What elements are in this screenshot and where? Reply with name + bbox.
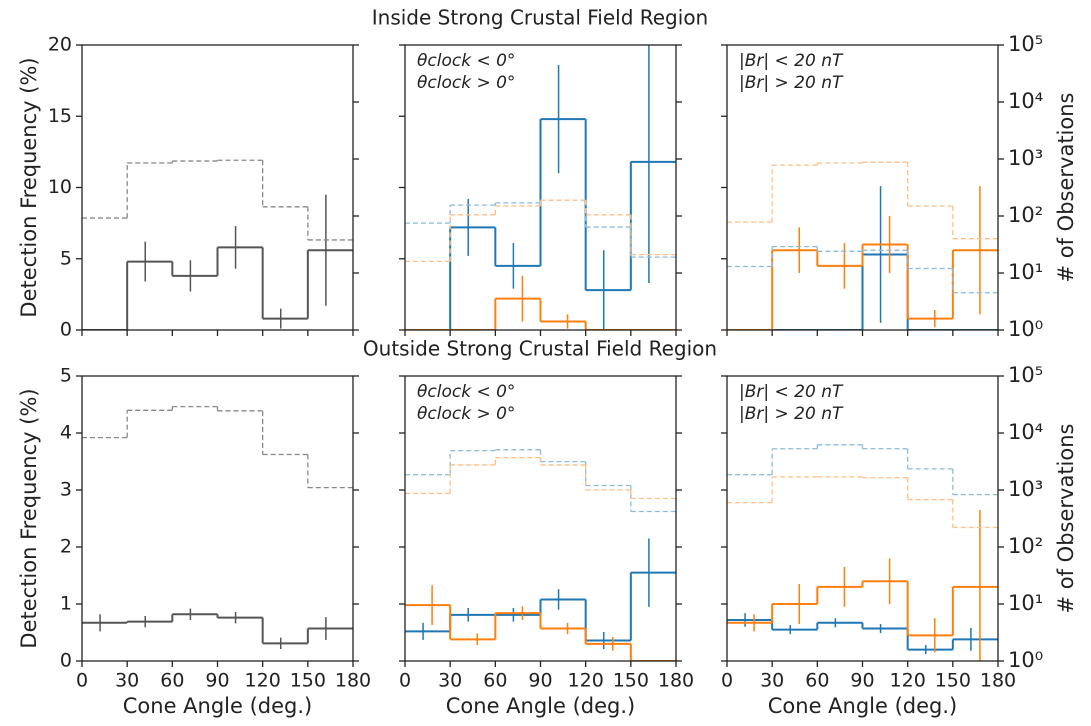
y2-tick-label: 10² xyxy=(1008,534,1043,558)
y2-tick-label: 10⁰ xyxy=(1008,317,1043,341)
row-title: Outside Strong Crustal Field Region xyxy=(363,337,717,361)
x-tick-label: 60 xyxy=(805,670,829,692)
y2-tick-label: 10⁴ xyxy=(1008,420,1043,444)
x-tick-label: 120 xyxy=(568,670,604,692)
y2-tick-label: 10² xyxy=(1008,203,1043,227)
x-tick-label: 30 xyxy=(438,670,462,692)
legend-entry: θclock > 0° xyxy=(417,404,515,424)
plot-area xyxy=(82,159,353,330)
legend-entry: |Br| > 20 nT xyxy=(739,404,844,424)
y2-tick-label: 10¹ xyxy=(1008,591,1043,615)
axes-frame xyxy=(404,375,677,662)
x-tick-label: 120 xyxy=(890,670,926,692)
x-tick-label: 150 xyxy=(290,670,326,692)
y2-axis-label: # of Observations xyxy=(1054,92,1078,282)
row-title: Inside Strong Crustal Field Region xyxy=(372,6,708,30)
y-axis-label: Detection Frequency (%) xyxy=(17,388,41,648)
y2-tick-label: 10⁰ xyxy=(1008,648,1043,672)
plot-area xyxy=(405,45,676,330)
y-tick-label: 0 xyxy=(60,650,72,672)
x-tick-label: 90 xyxy=(850,670,874,692)
x-tick-label: 120 xyxy=(245,670,281,692)
axes-frame xyxy=(81,375,354,662)
x-tick-label: 90 xyxy=(205,670,229,692)
x-tick-label: 30 xyxy=(115,670,139,692)
legend-entry: θclock > 0° xyxy=(417,73,515,93)
y-tick-label: 10 xyxy=(48,176,72,198)
y-tick-label: 15 xyxy=(48,105,72,127)
x-tick-label: 180 xyxy=(658,670,694,692)
plot-area xyxy=(405,449,676,661)
y2-tick-label: 10⁵ xyxy=(1008,363,1043,387)
x-axis-label: Cone Angle (deg.) xyxy=(446,694,636,718)
y-tick-label: 3 xyxy=(60,479,72,501)
x-tick-label: 0 xyxy=(399,670,411,692)
plot-area xyxy=(82,405,353,650)
x-axis-label: Cone Angle (deg.) xyxy=(123,694,313,718)
y-tick-label: 0 xyxy=(60,319,72,341)
y-tick-label: 4 xyxy=(60,422,72,444)
x-tick-label: 60 xyxy=(483,670,507,692)
x-axis-label: Cone Angle (deg.) xyxy=(768,694,958,718)
y-tick-label: 5 xyxy=(60,247,72,269)
x-tick-label: 150 xyxy=(613,670,649,692)
x-tick-label: 150 xyxy=(935,670,971,692)
legend-entry: θclock < 0° xyxy=(417,382,515,402)
axes-frame xyxy=(404,44,677,331)
x-tick-label: 180 xyxy=(980,670,1016,692)
y-tick-label: 1 xyxy=(60,593,72,615)
y-tick-label: 20 xyxy=(48,34,72,56)
y2-axis-label: # of Observations xyxy=(1054,423,1078,613)
y-tick-label: 5 xyxy=(60,365,72,387)
x-tick-label: 60 xyxy=(160,670,184,692)
x-tick-label: 0 xyxy=(76,670,88,692)
plot-area xyxy=(727,444,998,661)
legend-entry: |Br| < 20 nT xyxy=(739,382,844,402)
axes-frame xyxy=(726,375,999,662)
y-tick-label: 2 xyxy=(60,536,72,558)
legend-entry: |Br| < 20 nT xyxy=(739,51,844,71)
legend-entry: θclock < 0° xyxy=(417,51,515,71)
x-tick-label: 0 xyxy=(721,670,733,692)
x-tick-label: 30 xyxy=(760,670,784,692)
y2-tick-label: 10³ xyxy=(1008,477,1043,501)
y2-tick-label: 10³ xyxy=(1008,146,1043,170)
axes-frame xyxy=(726,44,999,331)
y-axis-label: Detection Frequency (%) xyxy=(17,57,41,317)
x-tick-label: 180 xyxy=(335,670,371,692)
y2-tick-label: 10⁵ xyxy=(1008,32,1043,56)
x-tick-label: 90 xyxy=(528,670,552,692)
y2-tick-label: 10⁴ xyxy=(1008,89,1043,113)
legend-entry: |Br| > 20 nT xyxy=(739,73,844,93)
plot-area xyxy=(727,161,998,330)
y2-tick-label: 10¹ xyxy=(1008,260,1043,284)
axes-frame xyxy=(81,44,354,331)
